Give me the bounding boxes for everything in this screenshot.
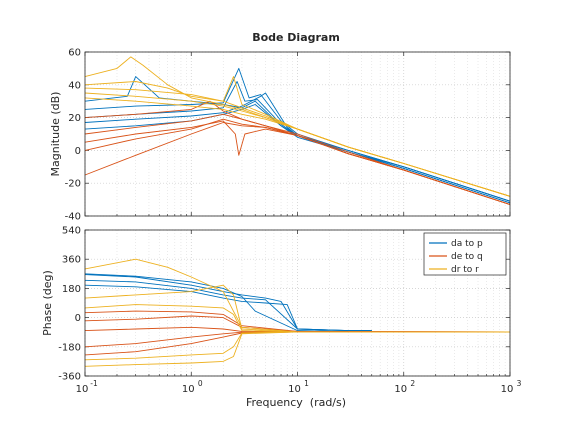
magnitude-y-tick-label: 20 bbox=[68, 113, 81, 124]
magnitude-curve-dr-to-r bbox=[84, 97, 511, 197]
legend-box bbox=[423, 232, 507, 276]
x-tick-label: 10 bbox=[76, 384, 89, 395]
phase-curve-da-to-p bbox=[84, 273, 349, 332]
x-tick-exponent: -1 bbox=[90, 379, 98, 388]
phase-y-tick-label: 180 bbox=[62, 284, 81, 295]
phase-curve-da-to-p bbox=[84, 284, 372, 332]
magnitude-y-tick-label: 60 bbox=[68, 48, 81, 59]
x-tick-exponent: 1 bbox=[304, 379, 309, 388]
phase-y-tick-label: -180 bbox=[58, 342, 81, 353]
x-tick-label: 10 bbox=[182, 384, 195, 395]
magnitude-y-tick-label: 40 bbox=[68, 80, 81, 91]
legend-label-da-to-p: da to p bbox=[451, 239, 483, 249]
phase-curve-dr-to-r bbox=[84, 331, 510, 361]
phase-y-tick-label: 540 bbox=[62, 226, 81, 237]
phase-y-tick-label: 360 bbox=[62, 255, 81, 266]
x-tick-label: 10 bbox=[394, 384, 407, 395]
chart-title: Bode Diagram bbox=[252, 31, 340, 44]
legend-label-de-to-q: de to q bbox=[451, 252, 483, 262]
x-tick-label: 10 bbox=[501, 384, 514, 395]
magnitude-curve-de-to-q bbox=[84, 100, 511, 205]
phase-y-tick-label: -360 bbox=[58, 372, 81, 383]
phase-curve-de-to-q bbox=[84, 310, 511, 333]
magnitude-curve-da-to-p bbox=[84, 104, 511, 204]
magnitude-y-tick-label: -40 bbox=[65, 212, 81, 223]
magnitude-y-tick-label: -20 bbox=[65, 179, 81, 190]
phase-y-tick-label: 0 bbox=[75, 313, 81, 324]
magnitude-axis-label: Magnitude (dB) bbox=[49, 92, 62, 177]
phase-axis-label: Phase (deg) bbox=[41, 270, 54, 336]
x-tick-exponent: 0 bbox=[198, 379, 203, 388]
x-tick-exponent: 2 bbox=[410, 379, 415, 388]
magnitude-panel: 60 40 20 0 -20 -40 bbox=[65, 48, 511, 223]
magnitude-y-tick-label: 0 bbox=[75, 146, 81, 157]
x-tick-exponent: 3 bbox=[517, 379, 522, 388]
legend-label-dr-to-r: dr to r bbox=[451, 265, 479, 275]
x-tick-label: 10 bbox=[288, 384, 301, 395]
legend: da to p de to q dr to r bbox=[423, 232, 507, 276]
x-axis-label: Frequency (rad/s) bbox=[246, 396, 346, 409]
